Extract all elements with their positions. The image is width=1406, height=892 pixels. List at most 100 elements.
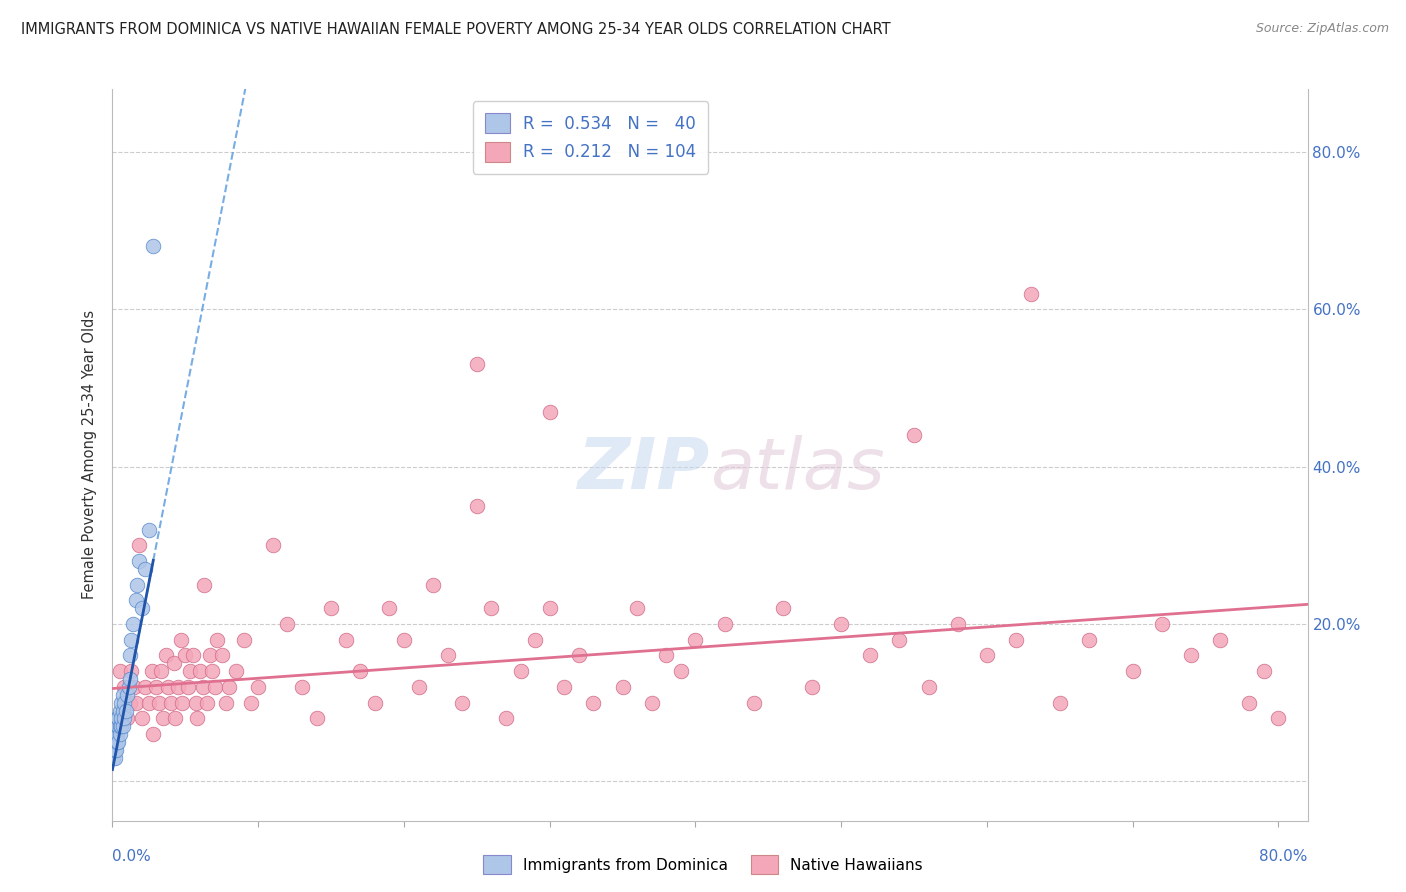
Point [713, 617, 735, 632]
Point [215, 696, 238, 710]
Point [152, 711, 174, 725]
Point [195, 696, 218, 710]
Point [1150, 617, 1173, 632]
Point [976, 648, 998, 663]
Point [1180, 648, 1202, 663]
Point [903, 428, 925, 442]
Point [889, 632, 911, 647]
Point [232, 632, 254, 647]
Point [655, 648, 678, 663]
Point [103, 735, 125, 749]
Point [946, 617, 969, 632]
Point [451, 696, 474, 710]
Point [641, 696, 664, 710]
Point [165, 711, 187, 725]
Point [1122, 664, 1144, 678]
Point [104, 750, 127, 764]
Point [422, 577, 444, 591]
Point [247, 680, 270, 694]
Point [1049, 696, 1071, 710]
Point [392, 632, 415, 647]
Point [107, 719, 129, 733]
Point [131, 601, 153, 615]
Point [108, 664, 131, 678]
Point [801, 680, 824, 694]
Point [335, 632, 357, 647]
Point [1253, 664, 1275, 678]
Legend: Immigrants from Dominica, Native Hawaiians: Immigrants from Dominica, Native Hawaiia… [477, 849, 929, 880]
Point [408, 680, 430, 694]
Point [118, 672, 141, 686]
Y-axis label: Female Poverty Among 25-34 Year Olds: Female Poverty Among 25-34 Year Olds [82, 310, 97, 599]
Point [225, 664, 247, 678]
Point [111, 704, 134, 718]
Point [495, 711, 517, 725]
Point [465, 499, 488, 513]
Point [200, 664, 222, 678]
Point [207, 632, 229, 647]
Point [128, 538, 150, 552]
Point [859, 648, 882, 663]
Point [118, 648, 141, 663]
Point [142, 239, 165, 253]
Point [124, 680, 146, 694]
Point [112, 696, 135, 710]
Point [211, 648, 233, 663]
Point [159, 696, 181, 710]
Point [1019, 286, 1042, 301]
Text: Source: ZipAtlas.com: Source: ZipAtlas.com [1256, 22, 1389, 36]
Point [509, 664, 531, 678]
Point [218, 680, 240, 694]
Point [141, 664, 163, 678]
Point [1239, 696, 1261, 710]
Point [156, 680, 179, 694]
Point [104, 735, 127, 749]
Point [118, 696, 141, 710]
Point [188, 664, 211, 678]
Point [198, 648, 221, 663]
Point [110, 696, 132, 710]
Point [112, 680, 135, 694]
Point [917, 680, 939, 694]
Point [1078, 632, 1101, 647]
Text: 0.0%: 0.0% [112, 849, 152, 863]
Point [138, 696, 160, 710]
Point [612, 680, 634, 694]
Point [186, 711, 208, 725]
Point [103, 743, 125, 757]
Point [174, 648, 197, 663]
Point [177, 680, 200, 694]
Point [669, 664, 692, 678]
Point [163, 657, 186, 671]
Point [115, 688, 138, 702]
Point [436, 648, 458, 663]
Point [148, 696, 170, 710]
Point [110, 719, 132, 733]
Point [262, 538, 284, 552]
Point [172, 696, 194, 710]
Point [103, 750, 125, 764]
Point [193, 577, 215, 591]
Text: ZIP: ZIP [578, 435, 710, 504]
Point [364, 696, 387, 710]
Point [626, 601, 648, 615]
Point [105, 727, 128, 741]
Point [111, 719, 134, 733]
Point [138, 523, 160, 537]
Point [104, 727, 127, 741]
Point [108, 719, 131, 733]
Point [465, 358, 488, 372]
Point [553, 680, 575, 694]
Point [378, 601, 401, 615]
Point [134, 680, 156, 694]
Point [105, 735, 128, 749]
Point [582, 696, 605, 710]
Point [319, 601, 342, 615]
Point [1267, 711, 1289, 725]
Point [239, 696, 262, 710]
Text: 80.0%: 80.0% [1260, 849, 1308, 863]
Point [117, 680, 139, 694]
Point [122, 617, 145, 632]
Point [685, 632, 707, 647]
Point [191, 680, 214, 694]
